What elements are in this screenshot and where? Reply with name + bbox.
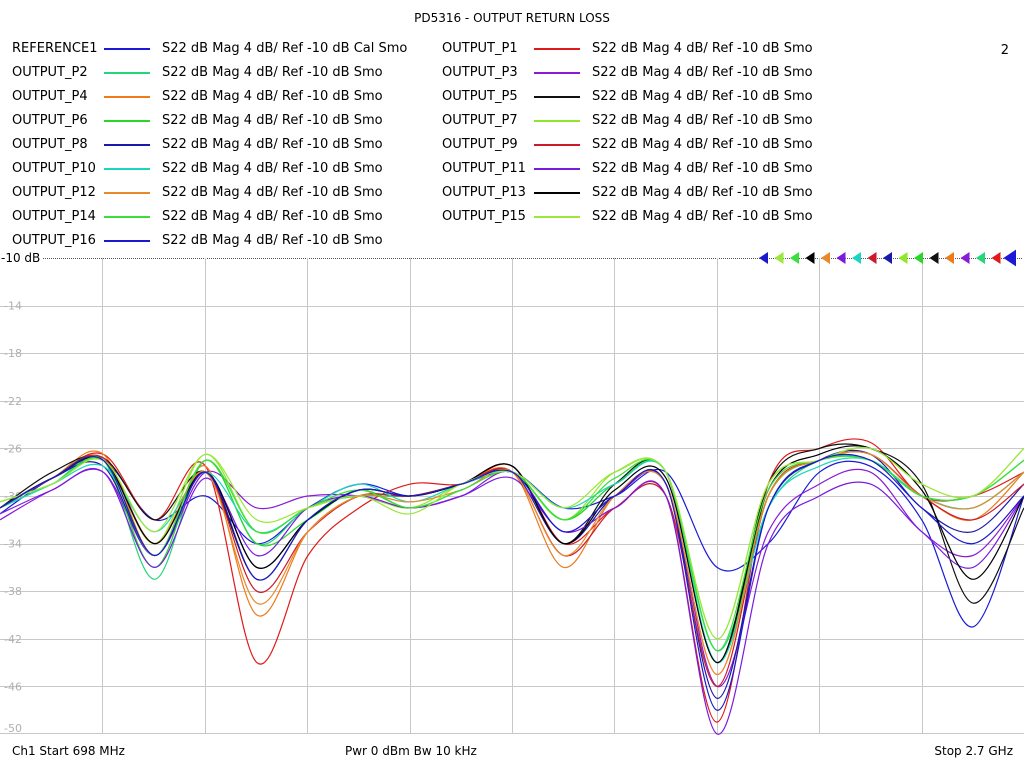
- y-tick-label: -18: [4, 347, 22, 360]
- legend-name: OUTPUT_P7: [442, 113, 518, 128]
- trace-output-p16: [0, 453, 1024, 711]
- legend-description: S22 dB Mag 4 dB/ Ref -10 dB Smo: [162, 185, 383, 200]
- reference-marker-output-p15: [774, 252, 784, 264]
- legend-name: REFERENCE1: [12, 41, 98, 56]
- footer-stop: Stop 2.7 GHz: [934, 744, 1013, 758]
- legend-description: S22 dB Mag 4 dB/ Ref -10 dB Smo: [592, 65, 813, 80]
- reference-line: [18, 258, 1022, 259]
- legend-swatch: [104, 240, 150, 242]
- legend-swatch: [534, 168, 580, 170]
- legend-name: OUTPUT_P13: [442, 185, 526, 200]
- legend-description: S22 dB Mag 4 dB/ Ref -10 dB Smo: [162, 113, 383, 128]
- reference-marker-output-p3: [960, 252, 970, 264]
- legend-name: OUTPUT_P11: [442, 161, 526, 176]
- reference-marker-output-p13: [805, 252, 815, 264]
- plot-area: -14-18-22-26-30-34-38-42-46-50: [0, 249, 1024, 735]
- legend-description: S22 dB Mag 4 dB/ Ref -10 dB Smo: [592, 89, 813, 104]
- legend-swatch: [104, 144, 150, 146]
- reference-marker-output-p4: [945, 252, 954, 264]
- legend-name: OUTPUT_P6: [12, 113, 88, 128]
- reference-marker-output-p7: [898, 252, 908, 264]
- y-tick-label: -14: [4, 300, 22, 313]
- footer-power-bandwidth: Pwr 0 dBm Bw 10 kHz: [345, 744, 477, 758]
- reference-marker-output-p11: [836, 252, 846, 264]
- y-tick-label: -46: [4, 680, 22, 693]
- trace-output-p15: [0, 446, 1024, 640]
- legend-description: S22 dB Mag 4 dB/ Ref -10 dB Smo: [592, 137, 813, 152]
- y-tick-label: -38: [4, 585, 22, 598]
- legend-description: S22 dB Mag 4 dB/ Ref -10 dB Smo: [162, 161, 383, 176]
- legend-swatch: [534, 96, 580, 98]
- legend-description: S22 dB Mag 4 dB/ Ref -10 dB Smo: [162, 233, 383, 248]
- legend-description: S22 dB Mag 4 dB/ Ref -10 dB Smo: [162, 209, 383, 224]
- y-tick-label: -34: [4, 538, 22, 551]
- legend-swatch: [104, 168, 150, 170]
- legend-swatch: [104, 120, 150, 122]
- reference-marker-output-p1: [991, 252, 1001, 264]
- legend-swatch: [104, 192, 150, 194]
- reference-marker-output-p9: [867, 252, 877, 264]
- legend-name: OUTPUT_P10: [12, 161, 96, 176]
- trace-output-p13: [0, 445, 1024, 664]
- legend-swatch: [104, 72, 150, 74]
- legend-description: S22 dB Mag 4 dB/ Ref -10 dB Smo: [162, 137, 383, 152]
- legend-name: OUTPUT_P9: [442, 137, 518, 152]
- reference-marker-reference1: [1003, 249, 1016, 267]
- reference-marker-output-p10: [852, 252, 861, 264]
- legend-name: OUTPUT_P4: [12, 89, 88, 104]
- legend-description: S22 dB Mag 4 dB/ Ref -10 dB Smo: [592, 41, 813, 56]
- y-tick-label: -50: [4, 722, 22, 735]
- legend-swatch: [104, 96, 150, 98]
- chart-title: PD5316 - OUTPUT RETURN LOSS: [414, 11, 610, 25]
- legend-description: S22 dB Mag 4 dB/ Ref -10 dB Smo: [162, 65, 383, 80]
- legend-swatch: [534, 216, 580, 218]
- legend-description: S22 dB Mag 4 dB/ Ref -10 dB Cal Smo: [162, 41, 408, 56]
- reference-marker-output-p2: [976, 252, 985, 264]
- y-tick-label: -26: [4, 442, 22, 455]
- trace-output-p14: [0, 455, 1024, 652]
- legend-description: S22 dB Mag 4 dB/ Ref -10 dB Smo: [592, 185, 813, 200]
- reference-marker-output-p5: [929, 252, 939, 264]
- legend-name: OUTPUT_P3: [442, 65, 518, 80]
- legend-description: S22 dB Mag 4 dB/ Ref -10 dB Smo: [592, 161, 813, 176]
- footer-start: Ch1 Start 698 MHz: [12, 744, 125, 758]
- y-tick-label: -42: [4, 633, 22, 646]
- legend-swatch: [104, 48, 150, 50]
- legend-description: S22 dB Mag 4 dB/ Ref -10 dB Smo: [162, 89, 383, 104]
- legend-name: OUTPUT_P1: [442, 41, 518, 56]
- reference-marker-output-p12: [821, 252, 830, 264]
- legend-swatch: [534, 72, 580, 74]
- trace-output-p11: [0, 467, 1024, 735]
- legend-name: OUTPUT_P12: [12, 185, 96, 200]
- legend-name: OUTPUT_P15: [442, 209, 526, 224]
- reference-label: -10 dB: [1, 251, 43, 265]
- reference-marker-output-p8: [883, 252, 892, 264]
- legend-swatch: [534, 120, 580, 122]
- reference-marker-output-p6: [914, 252, 923, 264]
- legend-name: OUTPUT_P5: [442, 89, 518, 104]
- legend-name: OUTPUT_P2: [12, 65, 88, 80]
- legend-swatch: [104, 216, 150, 218]
- legend-name: OUTPUT_P8: [12, 137, 88, 152]
- reference-marker-output-p14: [790, 252, 799, 264]
- y-tick-label: -22: [4, 395, 22, 408]
- legend-description: S22 dB Mag 4 dB/ Ref -10 dB Smo: [592, 113, 813, 128]
- legend-swatch: [534, 48, 580, 50]
- legend-description: S22 dB Mag 4 dB/ Ref -10 dB Smo: [592, 209, 813, 224]
- channel-number: 2: [1000, 43, 1009, 58]
- legend-name: OUTPUT_P16: [12, 233, 96, 248]
- legend-swatch: [534, 192, 580, 194]
- reference-marker-output-p16: [759, 252, 768, 264]
- legend-name: OUTPUT_P14: [12, 209, 96, 224]
- legend-swatch: [534, 144, 580, 146]
